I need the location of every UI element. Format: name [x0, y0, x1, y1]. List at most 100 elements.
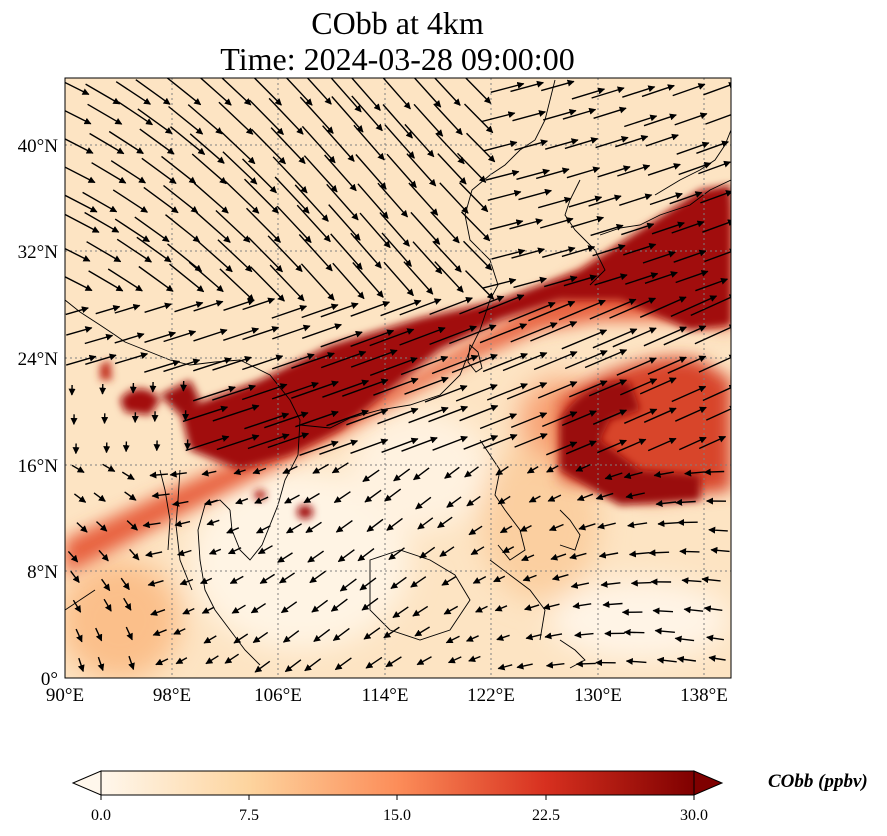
- wind-arrow: [233, 633, 249, 644]
- wind-arrow: [151, 491, 170, 499]
- map-title-line2: Time: 2024-03-28 09:00:00: [220, 41, 575, 77]
- wind-arrow: [526, 465, 539, 474]
- wind-arrow: [384, 488, 402, 502]
- wind-arrow: [304, 658, 322, 672]
- wind-arrow: [350, 232, 382, 269]
- wind-arrow: [424, 384, 468, 403]
- wind-arrow: [307, 550, 325, 563]
- wind-arrow: [169, 263, 205, 293]
- wind-arrow: [550, 553, 567, 561]
- wind-arrow: [525, 633, 542, 641]
- wind-arrow: [199, 577, 213, 585]
- wind-arrow: [301, 303, 339, 319]
- wind-arrow: [558, 299, 606, 321]
- wind-arrow: [401, 436, 438, 452]
- x-tick-label: 130°E: [574, 685, 622, 706]
- wind-arrow: [84, 211, 120, 233]
- wind-arrow: [619, 193, 653, 206]
- wind-arrow: [514, 433, 548, 448]
- wind-arrow: [188, 261, 224, 293]
- wind-arrow: [512, 110, 546, 122]
- wind-arrow: [502, 546, 515, 554]
- wind-arrow: [350, 329, 395, 347]
- wind-arrow: [431, 354, 479, 375]
- wind-arrow: [192, 385, 236, 402]
- wind-arrow: [675, 270, 709, 284]
- wind-arrow: [136, 236, 172, 263]
- wind-arrow: [65, 138, 94, 154]
- wind-arrow: [497, 663, 513, 671]
- wind-arrow: [493, 575, 506, 583]
- wind-arrow: [598, 551, 619, 559]
- wind-arrow: [609, 297, 657, 319]
- wind-arrow: [675, 498, 696, 506]
- wind-arrow: [126, 520, 138, 531]
- wind-arrow: [319, 439, 359, 455]
- wind-arrow: [320, 330, 363, 348]
- wind-arrow: [65, 109, 92, 125]
- wind-arrow: [392, 606, 409, 619]
- wind-arrow: [143, 186, 179, 214]
- wind-arrow: [703, 468, 725, 476]
- wind-arrow: [404, 376, 449, 395]
- wind-arrow: [195, 211, 231, 243]
- wind-arrow: [165, 214, 201, 243]
- wind-arrow: [494, 604, 508, 612]
- wind-arrow: [433, 78, 461, 106]
- wind-arrow: [459, 404, 499, 422]
- concentration-field: [65, 78, 731, 678]
- wind-arrow: [277, 552, 293, 563]
- wind-arrow: [116, 238, 152, 263]
- wind-arrow: [84, 333, 114, 345]
- wind-arrow: [708, 526, 728, 534]
- wind-arrow: [199, 78, 232, 106]
- wind-arrow: [334, 657, 352, 671]
- wind-arrow: [701, 576, 721, 584]
- wind-arrow: [251, 128, 286, 165]
- wind-arrow: [193, 357, 232, 372]
- wind-arrow: [674, 635, 695, 643]
- wind-arrow: [414, 626, 430, 637]
- wind-arrow: [386, 517, 403, 531]
- wind-arrow: [445, 635, 460, 644]
- wind-arrow: [280, 601, 298, 614]
- wind-arrow: [641, 84, 675, 98]
- wind-arrow: [521, 554, 535, 562]
- wind-arrow: [299, 96, 334, 134]
- wind-arrow: [185, 435, 230, 452]
- wind-arrow: [174, 520, 191, 528]
- wind-arrow: [114, 332, 145, 344]
- colorbar-tick-label: 22.5: [532, 807, 560, 824]
- wind-arrow: [350, 78, 381, 111]
- y-tick-label: 8°N: [27, 562, 58, 583]
- wind-arrow: [564, 137, 599, 150]
- wind-arrow: [482, 352, 528, 373]
- wind-arrow: [536, 167, 570, 180]
- wind-arrow: [403, 261, 434, 295]
- wind-arrow: [129, 548, 140, 561]
- wind-arrow: [284, 494, 300, 504]
- wind-arrow: [479, 413, 518, 430]
- wind-arrow: [510, 80, 544, 93]
- wind-arrow: [413, 78, 442, 108]
- wind-arrow: [439, 182, 469, 214]
- wind-arrow: [468, 655, 481, 662]
- wind-arrow: [483, 140, 518, 152]
- wind-arrow: [388, 547, 405, 561]
- wind-arrow: [135, 79, 171, 105]
- wind-arrow: [311, 599, 329, 613]
- wind-arrow: [490, 81, 525, 93]
- wind-arrow: [88, 270, 124, 292]
- wind-arrow: [435, 132, 465, 165]
- wind-arrow: [206, 519, 220, 526]
- wind-arrow: [255, 525, 271, 534]
- wind-arrow: [350, 438, 389, 454]
- wind-arrow: [301, 125, 336, 164]
- y-tick-label: 32°N: [18, 242, 59, 263]
- wind-arrow: [117, 101, 153, 126]
- wind-arrow: [249, 99, 284, 135]
- wind-arrow: [353, 124, 385, 161]
- wind-arrow: [295, 410, 339, 428]
- wind-arrow: [242, 297, 276, 311]
